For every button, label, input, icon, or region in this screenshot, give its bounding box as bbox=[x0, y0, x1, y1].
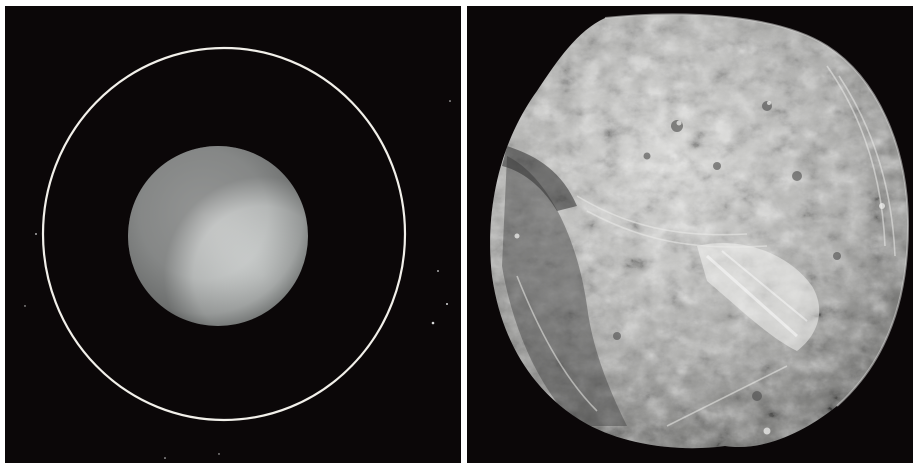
planet-image bbox=[5, 6, 461, 463]
moon-disk bbox=[490, 14, 909, 449]
moon-image bbox=[467, 6, 913, 463]
background-stars bbox=[24, 100, 451, 459]
moon-panel bbox=[467, 6, 913, 463]
planet-ring bbox=[41, 46, 407, 422]
planet-panel bbox=[5, 6, 461, 463]
